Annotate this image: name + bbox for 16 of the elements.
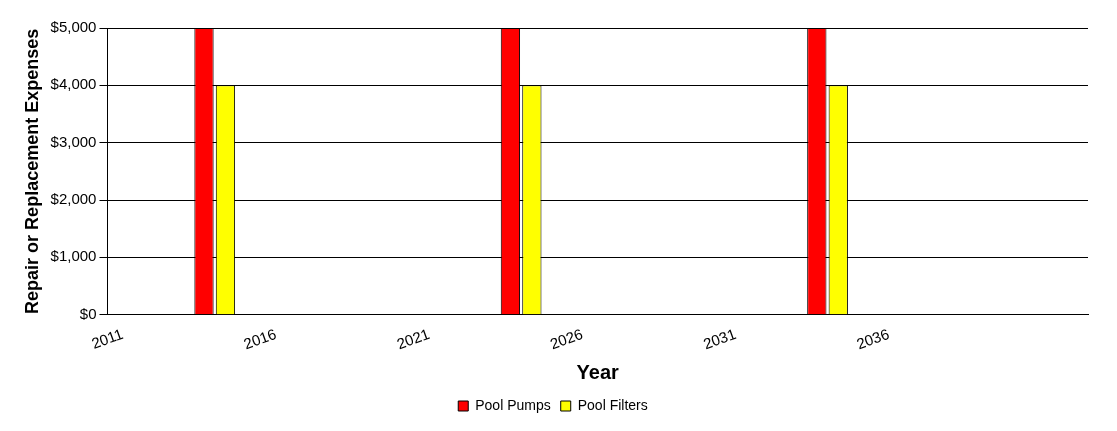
- y-tick-label: $4,000: [50, 75, 97, 93]
- legend-label: Pool Filters: [577, 396, 648, 413]
- x-axis-title: Year: [576, 360, 620, 383]
- y-tick-label: $5,000: [50, 18, 97, 36]
- y-axis-title: Repair or Replacement Expenses: [21, 28, 42, 314]
- y-tick-label: $3,000: [50, 132, 97, 150]
- x-tick-label: 2036: [854, 324, 892, 353]
- x-tick-label: 2016: [241, 324, 279, 353]
- x-tick-label: 2031: [700, 324, 739, 353]
- x-tick-label: 2021: [394, 324, 432, 353]
- y-tick-label: $2,000: [50, 190, 97, 208]
- legend-label: Pool Pumps: [475, 396, 551, 413]
- y-tick-label: $0: [79, 304, 97, 322]
- y-tick-label: $1,000: [50, 247, 97, 265]
- x-tick-label: 2026: [547, 324, 585, 353]
- x-tick-label: 2011: [89, 324, 126, 352]
